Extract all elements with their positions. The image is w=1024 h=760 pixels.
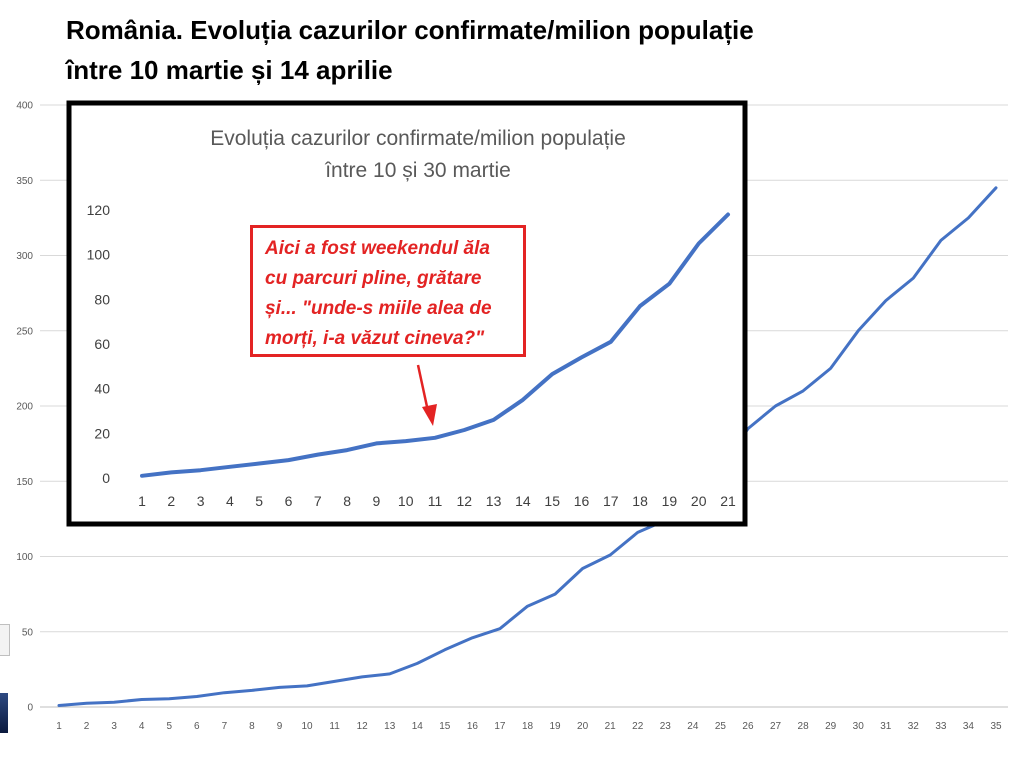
- annotation-arrow-head: [422, 404, 437, 426]
- page-title-line-1: România. Evoluția cazurilor confirmate/m…: [66, 15, 754, 45]
- main-x-tick-label: 22: [632, 721, 644, 732]
- main-y-tick-label: 150: [16, 477, 33, 488]
- main-x-tick-label: 14: [412, 721, 424, 732]
- inset-y-tick-label: 80: [94, 291, 110, 307]
- inset-x-tick-label: 3: [197, 493, 205, 509]
- inset-x-tick-label: 16: [574, 493, 590, 509]
- main-x-tick-label: 20: [577, 721, 589, 732]
- main-x-tick-label: 9: [277, 721, 283, 732]
- main-series-line: [57, 186, 998, 707]
- main-x-tick-label: 28: [798, 721, 810, 732]
- main-x-tick-label: 32: [908, 721, 920, 732]
- main-y-tick-label: 400: [16, 101, 33, 112]
- main-y-tick-label: 300: [16, 251, 33, 262]
- main-y-tick-label: 200: [16, 402, 33, 413]
- inset-x-tick-label: 6: [285, 493, 293, 509]
- main-y-tick-label: 100: [16, 552, 33, 563]
- main-x-tick-label: 11: [329, 721, 340, 732]
- main-x-tick-label: 23: [660, 721, 672, 732]
- main-x-tick-label: 33: [935, 721, 947, 732]
- main-x-tick-label: 27: [770, 721, 782, 732]
- main-y-tick-label: 350: [16, 176, 33, 187]
- inset-x-tick-label: 9: [373, 493, 381, 509]
- main-x-tick-label: 8: [249, 721, 255, 732]
- main-x-tick-label: 34: [963, 721, 975, 732]
- main-x-tick-label: 12: [357, 721, 369, 732]
- page-title: România. Evoluția cazurilor confirmate/m…: [66, 10, 1006, 90]
- inset-y-tick-label: 60: [94, 336, 110, 352]
- inset-x-tick-label: 8: [343, 493, 351, 509]
- annotation-box: Aici a fost weekendul ăla cu parcuri pli…: [250, 225, 526, 357]
- main-x-tick-label: 24: [687, 721, 699, 732]
- inset-x-tick-label: 1: [138, 493, 146, 509]
- main-y-tick-label: 50: [22, 627, 34, 638]
- main-x-tick-label: 18: [522, 721, 534, 732]
- inset-series-line: [140, 212, 730, 478]
- page-title-line-2: între 10 martie și 14 aprilie: [66, 55, 393, 85]
- main-x-tick-label: 26: [742, 721, 754, 732]
- main-x-tick-label: 31: [880, 721, 892, 732]
- main-x-tick-label: 3: [111, 721, 117, 732]
- inset-title-line-2: între 10 și 30 martie: [324, 159, 511, 182]
- cropped-taskbar-edge: [0, 693, 8, 733]
- inset-x-tick-label: 11: [428, 493, 443, 509]
- inset-x-tick-label: 19: [662, 493, 678, 509]
- inset-x-tick-label: 15: [544, 493, 560, 509]
- main-x-tick-label: 6: [194, 721, 200, 732]
- cropped-window-edge: [0, 624, 10, 656]
- inset-x-tick-label: 12: [457, 493, 473, 509]
- main-x-tick-label: 2: [84, 721, 90, 732]
- inset-y-tick-label: 0: [102, 470, 110, 486]
- inset-x-tick-label: 10: [398, 493, 414, 509]
- inset-x-tick-label: 5: [255, 493, 263, 509]
- main-y-tick-label: 0: [27, 703, 33, 714]
- inset-y-tick-label: 120: [87, 202, 111, 218]
- main-x-tick-label: 5: [166, 721, 172, 732]
- main-x-tick-label: 7: [222, 721, 228, 732]
- inset-x-tick-label: 7: [314, 493, 322, 509]
- inset-x-tick-label: 13: [486, 493, 502, 509]
- inset-x-tick-label: 14: [515, 493, 531, 509]
- inset-title-line-1: Evoluția cazurilor confirmate/milion pop…: [210, 127, 626, 150]
- annotation-line-4: morți, i-a văzut cineva?": [265, 328, 485, 349]
- inset-x-tick-label: 18: [632, 493, 648, 509]
- main-x-tick-label: 21: [605, 721, 617, 732]
- main-x-tick-label: 17: [494, 721, 506, 732]
- main-x-tick-label: 15: [439, 721, 451, 732]
- main-x-tick-label: 19: [549, 721, 561, 732]
- annotation-line-3: și... "unde-s miile alea de: [265, 298, 492, 319]
- main-x-tick-label: 30: [853, 721, 865, 732]
- main-x-tick-label: 1: [56, 721, 62, 732]
- annotation-line-2: cu parcuri pline, grătare: [265, 268, 482, 289]
- inset-y-tick-label: 20: [94, 425, 110, 441]
- main-x-tick-label: 29: [825, 721, 837, 732]
- main-x-tick-label: 4: [139, 721, 145, 732]
- main-y-tick-label: 250: [16, 326, 33, 337]
- inset-x-tick-label: 2: [167, 493, 175, 509]
- main-x-tick-label: 35: [990, 721, 1002, 732]
- main-x-tick-label: 10: [301, 721, 313, 732]
- inset-x-tick-label: 20: [691, 493, 707, 509]
- inset-y-tick-label: 100: [87, 247, 111, 263]
- inset-x-tick-label: 21: [720, 493, 736, 509]
- annotation-line-1: Aici a fost weekendul ăla: [265, 238, 490, 259]
- main-x-tick-label: 25: [715, 721, 727, 732]
- inset-x-tick-label: 17: [603, 493, 619, 509]
- main-x-tick-label: 16: [467, 721, 479, 732]
- main-x-tick-label: 13: [384, 721, 396, 732]
- inset-y-tick-label: 40: [94, 381, 110, 397]
- inset-x-tick-label: 4: [226, 493, 234, 509]
